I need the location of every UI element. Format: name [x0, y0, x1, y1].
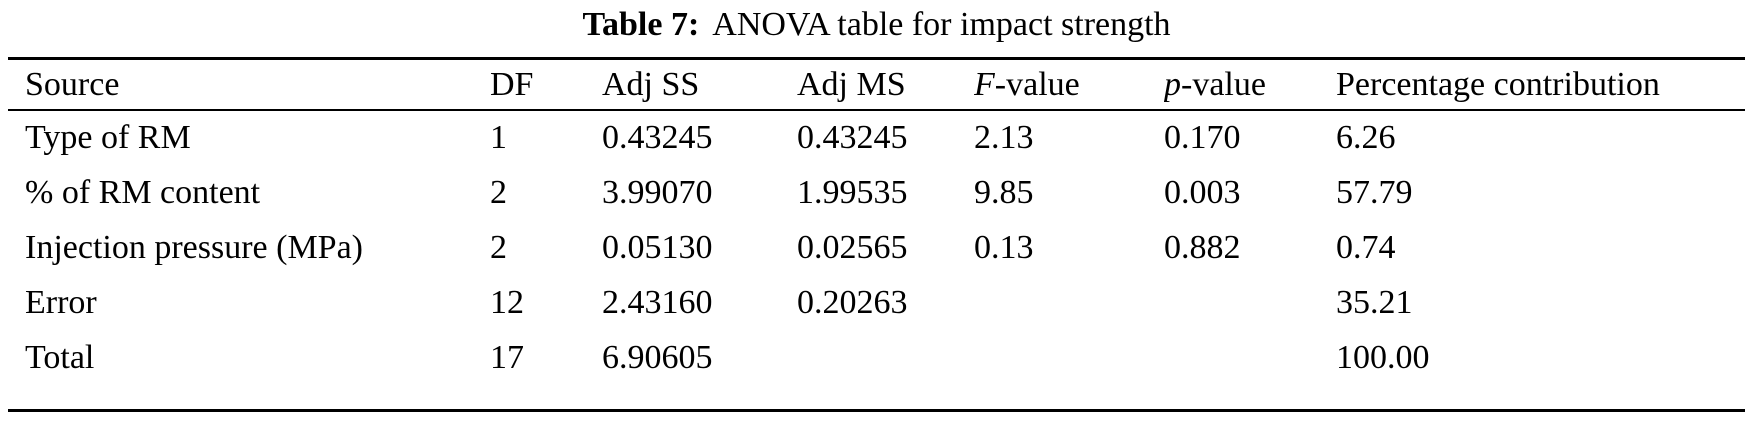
table-cell: 6.26	[1336, 119, 1396, 156]
column-header-percentage-contribution: Percentage contribution	[1336, 65, 1660, 103]
table-body: Type of RM 1 0.43245 0.43245 2.13 0.170 …	[8, 110, 1745, 385]
table-cell: 1	[490, 119, 507, 156]
table-cell: 0.43245	[797, 119, 908, 156]
table-cell: 0.02565	[797, 228, 908, 266]
table-cell: 0.003	[1164, 173, 1241, 211]
table-header: Source DF Adj SS Adj MS F-value p-value …	[8, 60, 1745, 110]
table-cell: 2	[490, 228, 507, 266]
column-header-adj-ms: Adj MS	[797, 65, 906, 103]
table-caption-text: ANOVA table for impact strength	[712, 6, 1171, 43]
table-cell: 100.00	[1336, 338, 1430, 376]
table-cell: 0.74	[1336, 228, 1396, 266]
table-cell: 35.21	[1336, 283, 1413, 321]
table-cell: Error	[25, 283, 97, 321]
table-row-error: Error 12 2.43160 0.20263 35.21	[8, 275, 1745, 330]
table-cell: 57.79	[1336, 173, 1413, 211]
table-cell: 2.13	[974, 119, 1034, 156]
table-cell: 0.43245	[602, 119, 713, 156]
table-caption-number: Table 7:	[582, 6, 700, 43]
table-cell: 3.99070	[602, 173, 713, 211]
column-header-f-value: F-value	[974, 65, 1080, 103]
table-cell: 0.05130	[602, 228, 713, 266]
table-cell	[1164, 330, 1336, 385]
table-cell: 12	[490, 283, 524, 321]
table-cell: 17	[490, 338, 524, 376]
table-cell	[974, 275, 1164, 330]
column-header-df: DF	[490, 65, 534, 103]
table-cell: 0.13	[974, 228, 1034, 266]
table-cell: 1.99535	[797, 173, 908, 211]
table-cell: 0.20263	[797, 283, 908, 321]
table-row-rm-content: % of RM content 2 3.99070 1.99535 9.85 0…	[8, 165, 1745, 220]
column-header-adj-ss: Adj SS	[602, 65, 700, 103]
table-cell	[974, 330, 1164, 385]
header-row: Source DF Adj SS Adj MS F-value p-value …	[8, 60, 1745, 110]
table-cell: 6.90605	[602, 338, 713, 376]
table-cell: Injection pressure (MPa)	[25, 228, 364, 266]
table-cell: 2.43160	[602, 283, 713, 321]
column-header-source: Source	[25, 65, 120, 103]
table-row-injection-pressure: Injection pressure (MPa) 2 0.05130 0.025…	[8, 220, 1745, 275]
column-header-p-value: p-value	[1164, 65, 1266, 103]
table-cell: 9.85	[974, 173, 1034, 211]
table-row-total: Total 17 6.90605 100.00	[8, 330, 1745, 385]
table-cell: % of RM content	[25, 173, 261, 211]
table-row-type-of-rm: Type of RM 1 0.43245 0.43245 2.13 0.170 …	[8, 110, 1745, 165]
table-cell: 0.170	[1164, 119, 1241, 156]
anova-table-frame: Source DF Adj SS Adj MS F-value p-value …	[8, 57, 1745, 412]
table-cell: Type of RM	[25, 119, 191, 156]
anova-table: Source DF Adj SS Adj MS F-value p-value …	[8, 60, 1745, 385]
table-cell	[1164, 275, 1336, 330]
table-cell: 0.882	[1164, 228, 1241, 266]
table-cell: Total	[25, 338, 95, 376]
table-caption: Table 7: ANOVA table for impact strength	[0, 0, 1753, 57]
table-cell	[797, 330, 974, 385]
table-cell: 2	[490, 173, 507, 211]
